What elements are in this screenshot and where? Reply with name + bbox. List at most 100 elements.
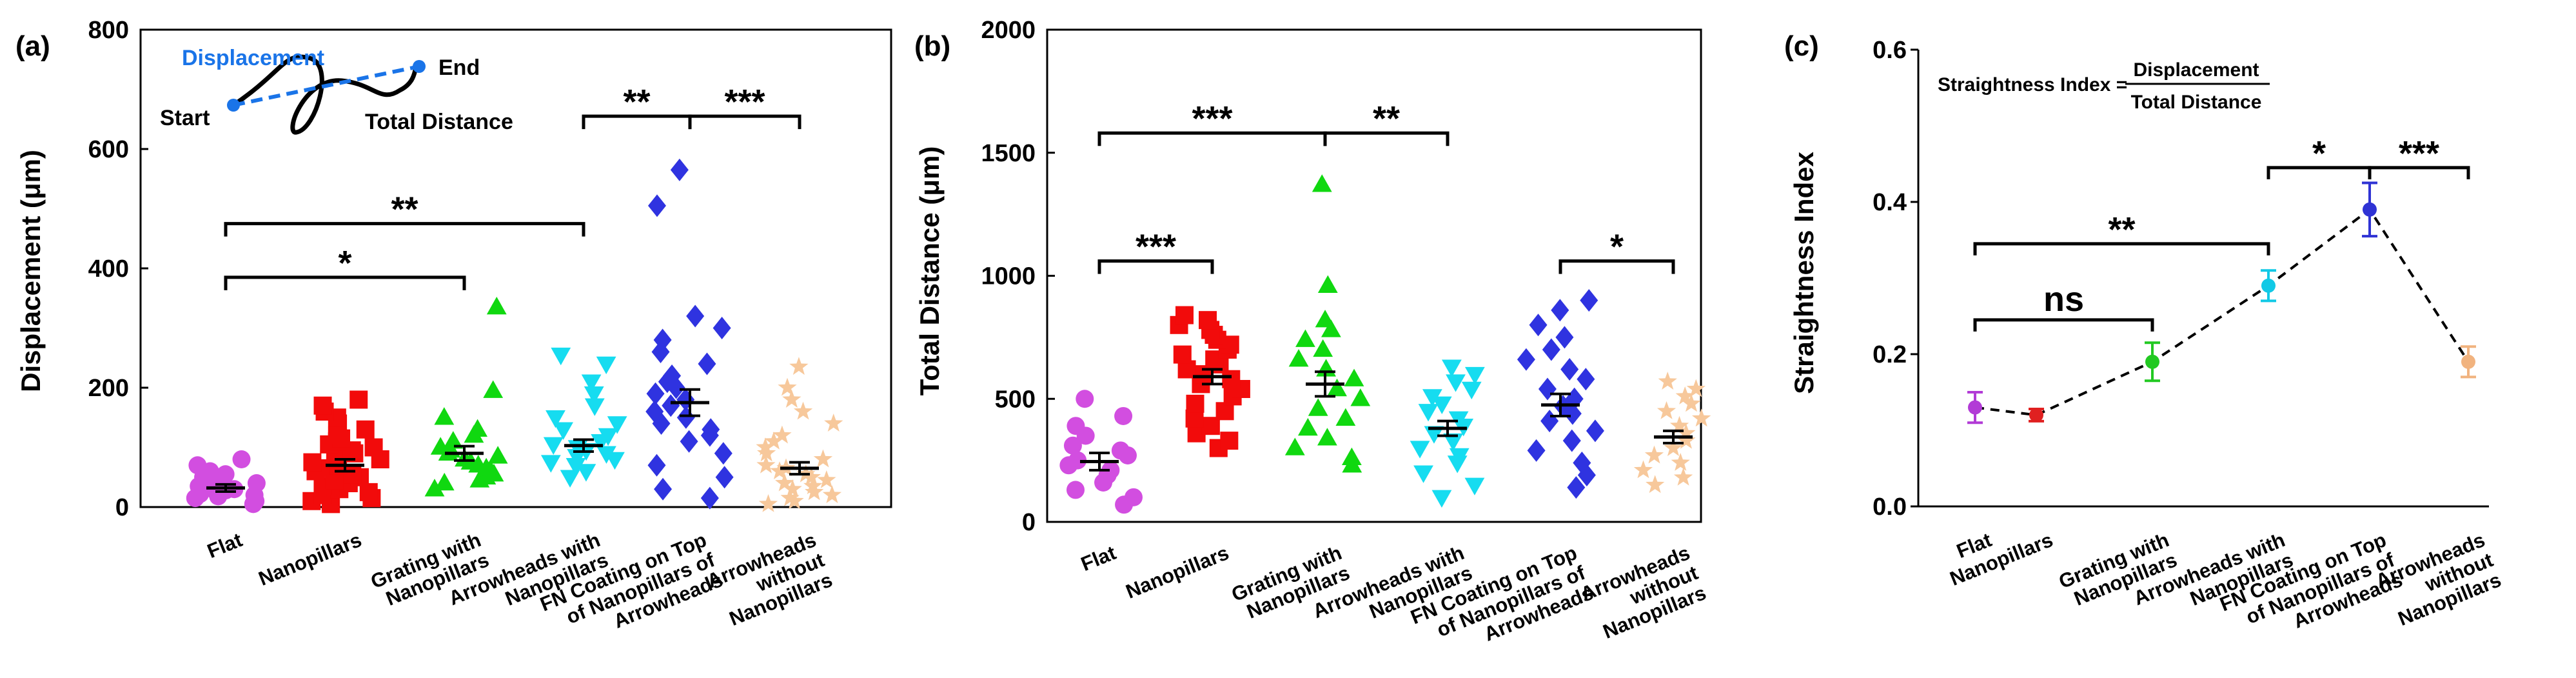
panel-c-y-ticks: 0.0 0.2 0.4 0.6 (1873, 37, 1918, 521)
panel-b-data-point (1446, 374, 1466, 392)
panel-a-points (186, 158, 843, 513)
panel-b-data-point (1657, 401, 1676, 419)
panel-b-data-point (1675, 386, 1695, 404)
panel-c-x-tick-label: ArrowheadswithoutNanopillars (2372, 528, 2504, 633)
panel-a-data-point (430, 437, 451, 455)
panel-c-data-point (2261, 278, 2276, 293)
inset-total-distance-label: Total Distance (365, 110, 513, 134)
panel-a-data-point (793, 401, 813, 420)
panel-b-data-point (1577, 368, 1595, 391)
panel-b-x-tick-line: Nanopillars (1123, 541, 1232, 603)
formula-denominator: Total Distance (2131, 92, 2262, 113)
panel-a-data-point (663, 364, 682, 387)
panel-b-data-point (1317, 428, 1337, 446)
panel-b-significance-label: *** (1192, 99, 1232, 138)
panel-b-data-point (1658, 372, 1677, 390)
panel-a-data-point (434, 472, 455, 491)
panel-a-data-point (553, 422, 573, 440)
panel-a-data-point (772, 425, 792, 444)
panel-a-y-tick-label: 600 (88, 136, 129, 163)
panel-a-data-point (645, 400, 664, 423)
panel-c-y-axis-label: Straightness Index (1789, 151, 1819, 394)
panel-b-significance-bracket (1097, 259, 1214, 274)
panel-b-data-point (1114, 406, 1133, 425)
panel-a-significance-label: *** (724, 83, 765, 121)
panel-c-label: (c) (1784, 30, 1819, 62)
panel-a-data-point (770, 461, 789, 479)
panel-a-data-point (782, 390, 801, 408)
trajectory-inset: Displacement End Start Total Distance (160, 46, 513, 135)
inset-displacement-label: Displacement (182, 46, 324, 70)
panel-a-data-point (598, 428, 618, 446)
panel-a-data-point (467, 419, 487, 437)
panel-b-y-ticks: 0 500 1000 1500 2000 (981, 17, 1055, 536)
panel-a-data-point (303, 453, 322, 472)
panel-a-data-point (584, 386, 604, 404)
panel-b-points (1059, 174, 1711, 514)
panel-c-y-tick-label: 0.0 (1873, 494, 1907, 521)
panel-b-data-point (1443, 433, 1464, 452)
panel-a-data-point (546, 410, 565, 428)
panel-b-data-point (1644, 445, 1664, 464)
panel-c-data-point (2145, 354, 2159, 369)
panel-b-data-point (1312, 174, 1332, 192)
panel-c: (c) Straightness Index 0.0 0.2 0.4 0.6 Flat… (1784, 30, 2504, 633)
panel-a-data-point (801, 467, 821, 486)
panel-b-data-point (1068, 451, 1087, 470)
panel-a-data-point (785, 491, 804, 510)
panel-c-y-tick-label: 0.4 (1873, 189, 1907, 216)
panel-a-data-point (700, 486, 719, 510)
panel-a-data-point (232, 450, 251, 468)
panel-b-significance-bracket (1323, 131, 1450, 146)
panel-a-data-point (670, 158, 689, 181)
panel-c-data-point (1968, 400, 1982, 415)
panel-a-data-point (652, 412, 671, 435)
panel-a-data-point (803, 476, 823, 495)
panel-b-data-point (1527, 439, 1546, 462)
panel-b-data-point (1646, 475, 1665, 494)
inset-start-label: Start (160, 106, 210, 130)
panel-a-data-point (713, 317, 731, 339)
panel-b-data-point (1431, 490, 1452, 508)
panel-c-significance-bracket (1973, 318, 2154, 332)
panel-a-label: (a) (15, 30, 50, 62)
panel-a-data-point (567, 449, 587, 467)
panel-c-series-line (1974, 207, 2470, 417)
panel-c-y-tick-label: 0.6 (1873, 37, 1907, 64)
panel-b-data-point (1124, 488, 1143, 506)
panel-b-data-point (1671, 453, 1690, 471)
panel-b-data-point (1686, 379, 1706, 397)
panel-b-data-point (1529, 314, 1548, 337)
panel-b-data-point (1341, 447, 1362, 466)
panel-a-significance-bracket (224, 222, 585, 237)
panel-b-data-point (1076, 390, 1094, 408)
panel-b: (b) Total Distance (μm) 0 500 1000 1500 2000… (914, 17, 1711, 646)
panel-a-means (206, 388, 819, 493)
panel-a-data-point (646, 382, 665, 405)
panel-b-data-point (1350, 388, 1371, 406)
panel-b-y-tick-label: 2000 (981, 17, 1036, 44)
panel-b-y-axis-label: Total Distance (μm) (914, 146, 945, 396)
panel-b-data-point (1464, 477, 1485, 495)
panel-b-data-point (1542, 338, 1560, 361)
panel-a-data-point (216, 465, 235, 484)
panel-b-data-point (1567, 476, 1586, 499)
panel-a-data-point (662, 394, 680, 417)
panel-b-data-point (1063, 436, 1082, 455)
panel-c-y-tick-label: 0.2 (1873, 341, 1907, 368)
panel-a-data-point (443, 431, 464, 449)
panel-b-data-point (1517, 348, 1535, 371)
panel-a-data-point (647, 454, 666, 477)
panel-b-data-point (1562, 429, 1581, 452)
panel-a-significance-label: ** (391, 190, 418, 229)
panel-a-y-tick-label: 0 (115, 494, 129, 521)
panel-c-significance: ns*** *** (1973, 134, 2470, 332)
panel-c-significance-bracket (2368, 166, 2470, 179)
panel-b-data-point (1431, 396, 1452, 414)
panel-c-significance-bracket (1973, 242, 2270, 255)
panel-a-data-point (758, 494, 778, 512)
panel-b-data-point (1676, 430, 1696, 449)
panel-b-data-point (1327, 378, 1347, 397)
panel-a-significance-label: ** (623, 83, 650, 121)
panel-a-y-ticks: 0 200 400 600 800 (88, 17, 148, 521)
